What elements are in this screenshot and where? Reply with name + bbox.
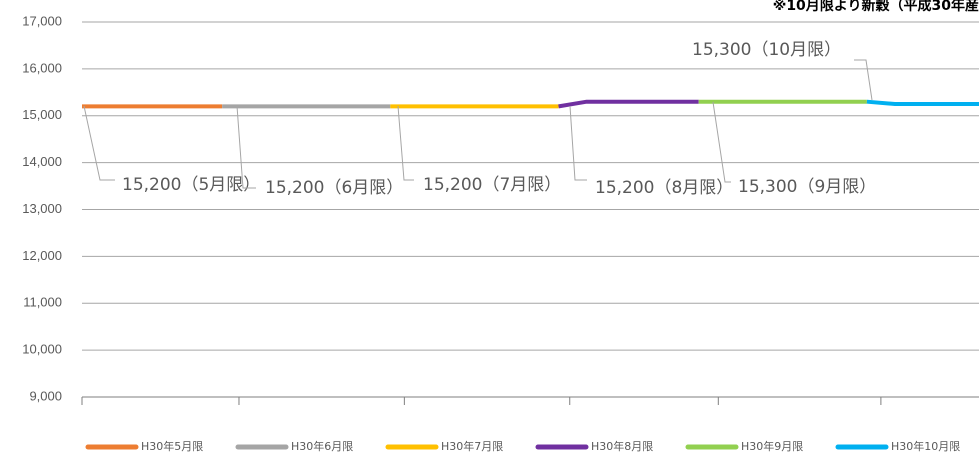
y-tick-label: 10,000 bbox=[22, 342, 62, 357]
legend-label: H30年9月限 bbox=[741, 439, 803, 453]
legend-label: H30年8月限 bbox=[591, 439, 653, 453]
annotation: 15,200（5月限） bbox=[122, 175, 260, 195]
y-tick-label: 14,000 bbox=[22, 154, 62, 169]
leader-line bbox=[83, 105, 115, 181]
leader-line bbox=[854, 59, 873, 101]
legend-label: H30年7月限 bbox=[441, 439, 503, 453]
legend-label: H30年6月限 bbox=[291, 439, 353, 453]
series-line bbox=[866, 99, 979, 107]
annotation: 15,200（6月限） bbox=[265, 178, 403, 198]
y-tick-label: 13,000 bbox=[22, 201, 62, 216]
leader-line bbox=[397, 105, 414, 181]
leader-line bbox=[569, 105, 587, 181]
legend-label: H30年10月限 bbox=[891, 439, 960, 453]
note: ※10月限より新穀（平成30年産 bbox=[773, 0, 979, 14]
annotation: 15,200（7月限） bbox=[423, 175, 561, 195]
legend-label: H30年5月限 bbox=[141, 439, 203, 453]
y-tick-label: 17,000 bbox=[22, 13, 62, 28]
y-tick-label: 15,000 bbox=[22, 107, 62, 122]
leader-line bbox=[712, 101, 731, 183]
y-tick-label: 16,000 bbox=[22, 60, 62, 75]
series-line bbox=[558, 99, 699, 109]
y-tick-label: 9,000 bbox=[29, 388, 62, 403]
leader-line bbox=[236, 105, 256, 189]
annotation: 15,200（8月限） bbox=[595, 178, 733, 198]
y-tick-label: 11,000 bbox=[23, 295, 62, 310]
y-tick-label: 12,000 bbox=[22, 248, 62, 263]
annotation: 15,300（9月限） bbox=[738, 177, 876, 197]
annotation: 15,300（10月限） bbox=[692, 40, 841, 60]
